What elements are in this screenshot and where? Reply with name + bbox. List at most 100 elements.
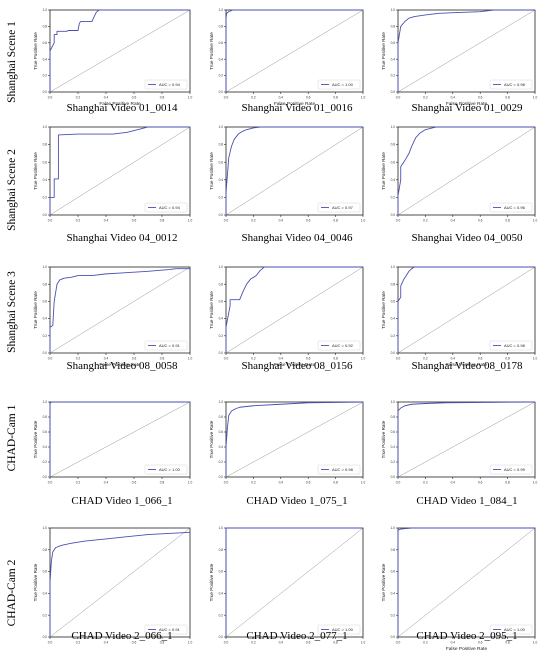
- y-tick-label: 0.2: [43, 613, 48, 617]
- row-label-3: Shanghai Scene 3: [6, 271, 18, 353]
- roc-chart-11: 0.00.0 0.2 0.2 0.4 0.4 0.6 0.6 0.8 0.8 1.0 1.0 AUC …: [209, 400, 365, 485]
- y-tick-label: 0.8: [43, 282, 48, 286]
- x-tick-label: 0.8: [505, 219, 510, 223]
- x-axis-label: False Positive Rate: [446, 646, 488, 652]
- roc-curve-line: [397, 266, 535, 353]
- y-tick-label: 0.6: [43, 41, 48, 45]
- y-tick-label: 0.4: [391, 445, 396, 449]
- y-tick-label: 1.0: [219, 125, 224, 129]
- chart-caption: Shanghai Video 08_0058: [66, 360, 178, 372]
- x-tick-label: 0.2: [251, 357, 256, 361]
- x-tick-label: 0.4: [451, 357, 456, 361]
- chance-diagonal-line: [225, 126, 364, 216]
- row-label-5: CHAD-Cam 2: [6, 559, 18, 627]
- x-tick-label: 0.6: [478, 219, 483, 223]
- y-tick-label: 0.4: [219, 178, 224, 182]
- x-tick-label: 1.0: [533, 219, 538, 223]
- y-tick-label: 0.4: [43, 317, 48, 321]
- x-tick-label: 0.4: [451, 96, 456, 100]
- roc-curve-line: [225, 266, 363, 353]
- y-tick-label: 1.0: [43, 8, 48, 12]
- legend-box: [317, 79, 361, 90]
- roc-curve-line: [49, 401, 190, 477]
- x-tick-label: 0.6: [478, 641, 483, 645]
- x-tick-label: 0.0: [224, 96, 229, 100]
- y-tick-label: 0.2: [43, 460, 48, 464]
- legend-box: [144, 202, 188, 213]
- legend-label: AUC = 1.00: [504, 627, 526, 632]
- y-tick-label: 0.6: [219, 41, 224, 45]
- chance-diagonal-line: [49, 9, 191, 93]
- y-tick-label: 1.0: [391, 125, 396, 129]
- chance-diagonal-line: [49, 401, 191, 478]
- y-tick-label: 0.8: [219, 415, 224, 419]
- chart-caption: Shanghai Video 04_0050: [411, 232, 523, 244]
- x-tick-label: 0.8: [333, 357, 338, 361]
- x-tick-label: 0.2: [423, 357, 428, 361]
- chart-caption: Shanghai Video 01_0014: [66, 102, 178, 114]
- legend-box: [489, 340, 533, 351]
- y-axis-label: True Positive Rate: [209, 563, 214, 601]
- legend-box: [144, 79, 188, 90]
- x-tick-label: 0.0: [224, 641, 229, 645]
- y-axis-label: True Positive Rate: [209, 152, 214, 190]
- chart-caption: CHAD Video 1_075_1: [246, 495, 348, 507]
- y-tick-label: 1.0: [391, 400, 396, 404]
- chance-diagonal-line: [49, 126, 191, 216]
- roc-curve-line: [225, 527, 363, 637]
- y-tick-label: 0.0: [43, 213, 48, 217]
- y-axis-label: True Positive Rate: [209, 420, 214, 458]
- roc-curve-line: [49, 268, 190, 353]
- roc-chart-4: 0.00.0 0.2 0.2 0.4 0.4 0.6 0.6 0.8 0.8 1.0 1.0 AUC …: [33, 125, 193, 223]
- y-axis-label: True Positive Rate: [381, 152, 386, 190]
- chance-diagonal-line: [225, 527, 364, 638]
- x-tick-label: 0.6: [306, 481, 311, 485]
- legend-box: [489, 464, 533, 475]
- x-tick-label: 1.0: [361, 96, 366, 100]
- x-tick-label: 1.0: [533, 96, 538, 100]
- legend: AUC = 0.97: [317, 202, 361, 213]
- roc-curve-line: [49, 531, 191, 637]
- x-tick-label: 1.0: [188, 219, 193, 223]
- y-tick-label: 0.2: [219, 334, 224, 338]
- y-tick-label: 0.4: [43, 178, 48, 182]
- y-axis-label: True Positive Rate: [33, 563, 38, 601]
- y-tick-label: 1.0: [43, 125, 48, 129]
- x-tick-label: 0.2: [423, 481, 428, 485]
- x-tick-label: 0.4: [279, 96, 284, 100]
- y-tick-label: 0.2: [43, 74, 48, 78]
- chart-caption: Shanghai Video 01_0016: [241, 102, 353, 114]
- y-tick-label: 0.0: [43, 475, 48, 479]
- y-tick-label: 0.8: [219, 548, 224, 552]
- legend: AUC = 0.98: [489, 79, 533, 90]
- y-axis-label: True Positive Rate: [381, 563, 386, 601]
- roc-chart-12: 0.00.0 0.2 0.2 0.4 0.4 0.6 0.6 0.8 0.8 1.0 1.0 AUC …: [381, 400, 537, 485]
- y-tick-label: 0.2: [43, 334, 48, 338]
- x-tick-label: 0.8: [333, 641, 338, 645]
- x-tick-label: 0.8: [505, 481, 510, 485]
- legend-box: [144, 340, 188, 351]
- x-tick-label: 0.8: [160, 96, 165, 100]
- x-tick-label: 0.4: [104, 219, 109, 223]
- legend-box: [144, 624, 188, 635]
- x-tick-label: 0.8: [333, 481, 338, 485]
- legend-label: AUC = 0.91: [159, 343, 181, 348]
- roc-chart-3: 0.00.0 0.2 0.2 0.4 0.4 0.6 0.6 0.8 0.8 1.0 1.0 AUC …: [381, 8, 538, 107]
- x-tick-label: 0.6: [478, 481, 483, 485]
- y-tick-label: 0.6: [391, 300, 396, 304]
- roc-curve-line: [397, 527, 535, 637]
- x-tick-label: 1.0: [533, 641, 538, 645]
- legend: AUC = 0.96: [489, 202, 533, 213]
- chart-caption: Shanghai Video 04_0046: [241, 232, 353, 244]
- legend: AUC = 0.91: [144, 624, 188, 635]
- chance-diagonal-line: [225, 401, 364, 478]
- y-tick-label: 0.0: [391, 475, 396, 479]
- x-tick-label: 0.0: [48, 641, 53, 645]
- y-tick-label: 0.6: [43, 570, 48, 574]
- y-tick-label: 0.0: [219, 475, 224, 479]
- y-axis-label: True Positive Rate: [33, 152, 38, 190]
- x-tick-label: 0.2: [251, 481, 256, 485]
- row-label-4: CHAD-Cam 1: [6, 404, 18, 472]
- chance-diagonal-line: [397, 266, 536, 354]
- roc-curve-line: [225, 9, 363, 92]
